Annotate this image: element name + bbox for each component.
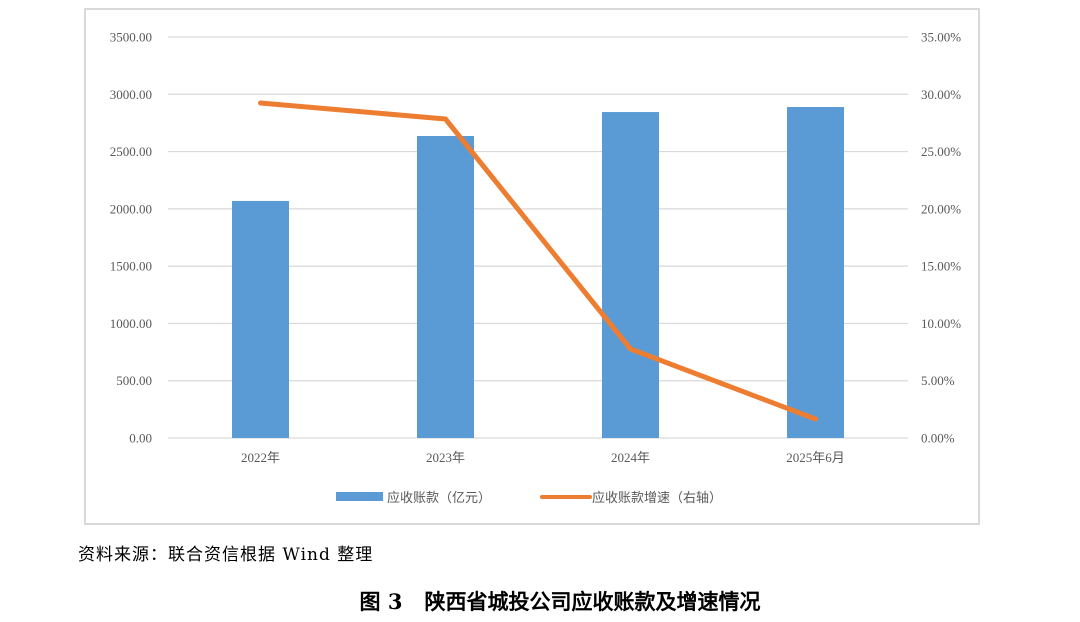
left-tick-label: 500.00 — [116, 373, 152, 388]
combo-chart: 0.00 500.00 1000.00 1500.00 2000.00 2500.00 30… — [110, 30, 962, 506]
right-tick-label: 10.00% — [921, 316, 961, 331]
gridlines — [168, 36, 908, 439]
legend-bar-label: 应收账款（亿元） — [387, 490, 491, 505]
right-tick-label: 35.00% — [921, 30, 961, 45]
category-label: 2024年 — [611, 450, 650, 465]
right-tick-label: 15.00% — [921, 259, 961, 274]
figure-caption: 图 3 陕西省城投公司应收账款及增速情况 — [0, 586, 1080, 616]
bar-1 — [417, 135, 474, 438]
figure-title: 陕西省城投公司应收账款及增速情况 — [424, 589, 761, 614]
left-axis-ticks: 0.00 500.00 1000.00 1500.00 2000.00 2500.00 30… — [110, 30, 152, 446]
left-tick-label: 2000.00 — [110, 201, 152, 216]
left-tick-label: 3500.00 — [110, 30, 152, 45]
right-tick-label: 20.00% — [921, 201, 961, 216]
growth-line — [258, 100, 818, 422]
x-axis-categories: 2022年 2023年 2024年 2025年6月 — [241, 450, 845, 465]
left-tick-label: 1000.00 — [110, 316, 152, 331]
right-tick-label: 25.00% — [921, 144, 961, 159]
bar-0 — [232, 200, 289, 438]
left-tick-label: 3000.00 — [110, 87, 152, 102]
bar-series-receivables — [232, 107, 844, 439]
category-label: 2022年 — [241, 450, 280, 465]
category-label: 2025年6月 — [786, 450, 845, 465]
right-tick-label: 5.00% — [921, 373, 955, 388]
legend: 应收账款（亿元） 应收账款增速（右轴） — [336, 490, 722, 505]
category-label: 2023年 — [426, 450, 465, 465]
bar-3 — [787, 107, 844, 438]
left-tick-label: 0.00 — [129, 431, 152, 446]
source-note: 资料来源：联合资信根据 Wind 整理 — [78, 545, 374, 565]
legend-bar-swatch — [336, 492, 383, 501]
chart-frame: 0.00 500.00 1000.00 1500.00 2000.00 2500.00 30… — [84, 8, 980, 525]
left-tick-label: 2500.00 — [110, 144, 152, 159]
right-axis-ticks: 0.00% 5.00% 10.00% 15.00% 20.00% 25.00% 30.00%… — [921, 30, 961, 446]
left-tick-label: 1500.00 — [110, 259, 152, 274]
legend-line-label: 应收账款增速（右轴） — [592, 490, 722, 505]
figure-number: 图 3 — [359, 589, 403, 614]
line-series-growth-rate — [258, 100, 818, 422]
right-tick-label: 30.00% — [921, 87, 961, 102]
bar-2 — [602, 112, 659, 439]
right-tick-label: 0.00% — [921, 431, 955, 446]
